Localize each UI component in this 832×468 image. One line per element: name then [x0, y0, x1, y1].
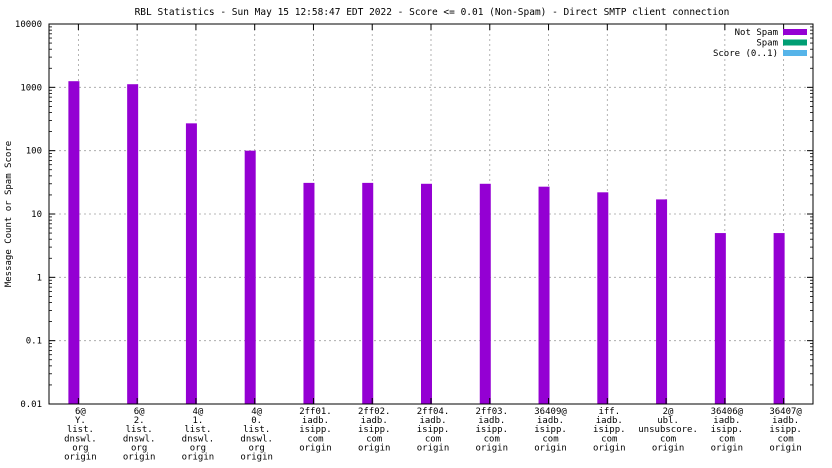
x-tick-label: 2@ ubl. unsubscore. com origin: [638, 407, 698, 453]
bar: [303, 182, 315, 404]
axes: [48, 23, 814, 405]
bar: [538, 186, 550, 404]
bar: [773, 233, 785, 404]
bar: [479, 183, 491, 404]
x-tick-labels: 6@ Y. list. dnswl. org origin 6@ 2. list. dnswl. o…: [64, 407, 802, 463]
chart-title: RBL Statistics - Sun May 15 12:58:47 EDT…: [135, 7, 730, 18]
x-tick-label: 36406@ iadb. isipp. com origin: [711, 407, 744, 453]
x-tick-label: 36407@ iadb. isipp. com origin: [769, 407, 802, 453]
x-tick-label: 2ff02. iadb. isipp. com origin: [358, 407, 391, 453]
y-tick-label: 1: [37, 273, 42, 283]
bar: [244, 150, 256, 404]
x-tick-label: iff. iadb. isipp. com origin: [593, 407, 626, 453]
legend-swatch: [783, 50, 807, 56]
bars: [68, 81, 785, 405]
y-tick-label: 10: [31, 210, 42, 220]
x-tick-label: 36409@ iadb. isipp. com origin: [534, 407, 567, 453]
x-tick-label: 2ff03. iadb. isipp. com origin: [476, 407, 509, 453]
x-tick-label: 4@ 1. list. dnswl. org origin: [182, 407, 215, 463]
x-tick-label: 6@ Y. list. dnswl. org origin: [64, 407, 97, 463]
y-tick-label: 0.01: [20, 400, 42, 410]
x-tick-label: 6@ 2. list. dnswl. org origin: [123, 407, 156, 463]
x-tick-label: 4@ 0. list. dnswl. org origin: [240, 407, 273, 463]
bar: [185, 123, 197, 405]
bar: [362, 182, 374, 404]
y-tick-label: 1000: [20, 83, 42, 93]
legend-swatch: [783, 39, 807, 46]
y-axis-label: Message Count or Spam Score: [4, 141, 14, 287]
bar: [714, 233, 726, 404]
x-tick-label: 2ff01. iadb. isipp. com origin: [299, 407, 332, 453]
plot-border: [48, 23, 814, 405]
bar: [421, 183, 432, 404]
y-tick-labels: 0.01 0.1 1 10 100 1000 10000: [15, 20, 42, 410]
x-tick-label: 2ff04. iadb. isipp. com origin: [417, 407, 450, 453]
legend-label: Spam: [756, 39, 778, 49]
bar: [68, 81, 80, 404]
legend-label: Score (0..1): [713, 49, 778, 59]
y-tick-label: 0.1: [26, 337, 42, 347]
y-tick-label: 100: [26, 147, 42, 157]
legend-label: Not Spam: [735, 28, 778, 38]
legend-swatch: [783, 29, 807, 35]
bar: [656, 199, 668, 404]
y-tick-label: 10000: [15, 20, 42, 30]
bar: [597, 192, 609, 404]
bar: [127, 84, 139, 405]
